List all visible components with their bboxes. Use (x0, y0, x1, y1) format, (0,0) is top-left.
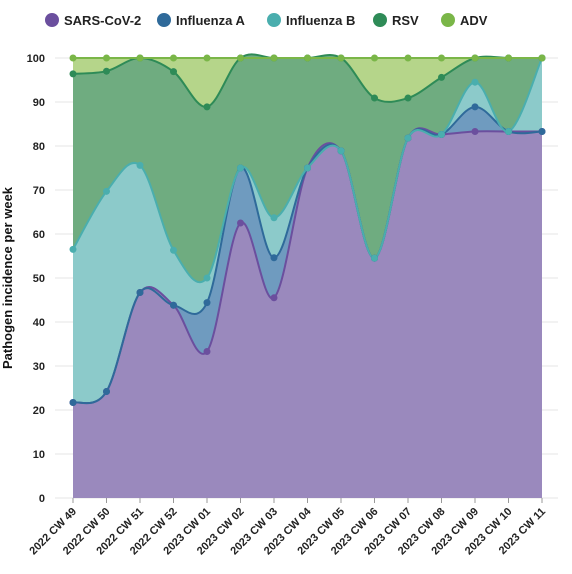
y-tick-label: 100 (27, 53, 45, 65)
point-influenza-b[interactable] (337, 147, 345, 155)
legend-swatch (45, 13, 59, 27)
legend: SARS-CoV-2 Influenza A Influenza B RSV ADV (45, 13, 488, 28)
legend-item-influenza-b[interactable]: Influenza B (267, 13, 355, 28)
point-influenza-b[interactable] (170, 246, 177, 254)
point-adv[interactable] (438, 54, 445, 62)
point-influenza-a[interactable] (270, 254, 278, 262)
point-adv[interactable] (505, 54, 512, 62)
point-adv[interactable] (404, 54, 412, 62)
legend-label: Influenza B (286, 13, 355, 28)
point-influenza-a[interactable] (203, 299, 211, 307)
legend-swatch (157, 13, 171, 27)
point-influenza-b[interactable] (438, 131, 445, 139)
point-rsv[interactable] (404, 94, 412, 102)
point-rsv[interactable] (170, 68, 177, 76)
point-adv[interactable] (270, 54, 278, 62)
point-influenza-b[interactable] (304, 164, 311, 172)
line-influenza-a (72, 105, 543, 405)
y-tick-label: 80 (33, 141, 45, 153)
y-tick-label: 50 (33, 273, 45, 285)
point-adv[interactable] (103, 54, 110, 62)
point-adv[interactable] (203, 54, 211, 62)
y-tick-label: 60 (33, 229, 45, 241)
point-influenza-b[interactable] (371, 254, 378, 262)
point-adv[interactable] (237, 54, 244, 62)
y-tick-label: 90 (33, 97, 45, 109)
point-adv[interactable] (538, 54, 546, 62)
point-adv[interactable] (371, 54, 378, 62)
y-tick-label: 0 (39, 493, 45, 505)
y-axis: 0 10 20 30 40 50 60 70 80 90 100 (27, 53, 45, 505)
point-influenza-b[interactable] (203, 274, 211, 282)
legend-label: Influenza A (176, 13, 245, 28)
legend-swatch (373, 13, 387, 27)
point-influenza-b[interactable] (69, 245, 77, 253)
point-influenza-a[interactable] (69, 399, 77, 407)
point-influenza-a[interactable] (471, 103, 479, 111)
point-rsv[interactable] (203, 103, 211, 111)
legend-item-rsv[interactable]: RSV (373, 13, 419, 28)
point-influenza-b[interactable] (136, 161, 144, 169)
line-sars-cov-2 (72, 127, 542, 405)
legend-label: SARS-CoV-2 (64, 13, 141, 28)
legend-item-adv[interactable]: ADV (441, 13, 488, 28)
legend-label: ADV (460, 13, 488, 28)
legend-item-sars-cov-2[interactable]: SARS-CoV-2 (45, 13, 141, 28)
point-influenza-b[interactable] (103, 187, 110, 195)
area-sars-cov-2 (73, 128, 542, 498)
point-rsv[interactable] (69, 70, 77, 78)
y-tick-label: 10 (33, 449, 45, 461)
y-tick-label: 70 (33, 185, 45, 197)
y-tick-label: 20 (33, 405, 45, 417)
point-influenza-b[interactable] (237, 164, 244, 172)
point-influenza-a[interactable] (103, 388, 110, 396)
point-sars-cov-2[interactable] (203, 347, 211, 355)
legend-swatch (441, 13, 455, 27)
point-influenza-b[interactable] (404, 134, 412, 142)
legend-swatch (267, 13, 281, 27)
point-sars-cov-2[interactable] (471, 127, 479, 135)
point-influenza-b[interactable] (471, 78, 479, 86)
point-sars-cov-2[interactable] (270, 294, 278, 302)
series-areas (73, 54, 542, 499)
point-influenza-a[interactable] (538, 127, 546, 135)
point-adv[interactable] (337, 54, 345, 62)
point-influenza-a[interactable] (136, 289, 144, 297)
legend-label: RSV (392, 13, 419, 28)
point-adv[interactable] (69, 54, 77, 62)
point-rsv[interactable] (438, 73, 445, 81)
point-influenza-b[interactable] (270, 214, 278, 222)
point-rsv[interactable] (103, 67, 110, 75)
legend-item-influenza-a[interactable]: Influenza A (157, 13, 245, 28)
point-influenza-a[interactable] (170, 301, 177, 309)
point-adv[interactable] (304, 54, 311, 62)
series-points (69, 54, 546, 407)
y-axis-title: Pathogen incidence per week (0, 186, 15, 369)
point-sars-cov-2[interactable] (237, 219, 244, 227)
point-adv[interactable] (136, 54, 144, 62)
point-adv[interactable] (170, 54, 177, 62)
y-tick-label: 40 (33, 317, 45, 329)
y-tick-label: 30 (33, 361, 45, 373)
point-influenza-b[interactable] (505, 127, 512, 135)
point-rsv[interactable] (371, 94, 378, 102)
point-adv[interactable] (471, 54, 479, 62)
